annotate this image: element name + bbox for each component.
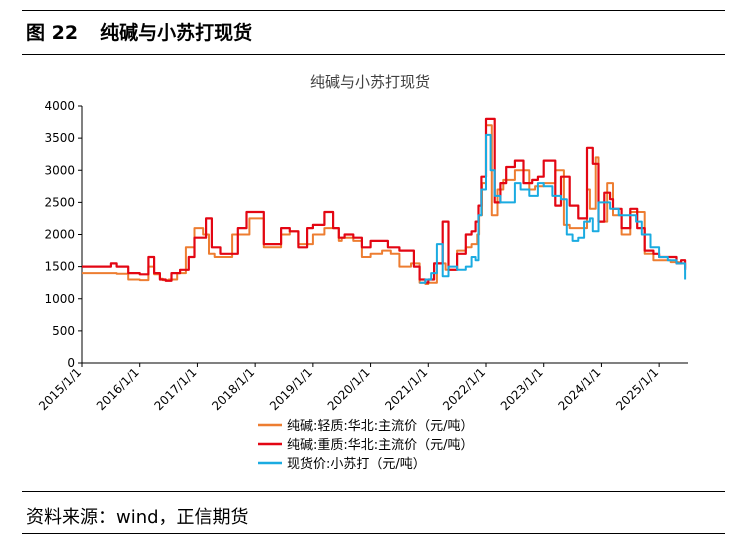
- series-line-1: [82, 124, 687, 285]
- chart-legend: 纯碱:轻质:华北:主流价（元/吨） 纯碱:重质:华北:主流价（元/吨） 现货价:小苏…: [258, 419, 474, 472]
- series-line-3: [419, 133, 687, 284]
- figure-header: 图 22 纯碱与小苏打现货: [26, 18, 252, 45]
- x-tick-label: 2025/1/1: [613, 365, 661, 413]
- figure-number: 图 22: [26, 22, 79, 44]
- figure-title: 纯碱与小苏打现货: [100, 22, 253, 44]
- y-tick-label: 2500: [44, 195, 75, 209]
- y-tick-label: 3500: [44, 131, 75, 145]
- y-tick-label: 1500: [44, 260, 75, 274]
- y-tick-label: 0: [67, 356, 75, 370]
- x-tick-label: 2021/1/1: [382, 365, 430, 413]
- series-line-2: [82, 117, 687, 284]
- x-tick-label: 2020/1/1: [325, 365, 373, 413]
- source-note: 资料来源：wind，正信期货: [26, 507, 249, 528]
- x-tick-label: 2022/1/1: [440, 365, 488, 413]
- x-tick-label: 2016/1/1: [94, 365, 142, 413]
- x-tick-label: 2017/1/1: [152, 365, 200, 413]
- header-bottom-rule: [22, 54, 725, 55]
- series-lines: [82, 117, 687, 285]
- y-tick-label: 2000: [44, 228, 75, 242]
- chart-title: 纯碱与小苏打现货: [310, 73, 430, 91]
- y-tick-label: 4000: [44, 99, 75, 113]
- footer-bottom-rule: [22, 533, 725, 534]
- x-tick-label: 2024/1/1: [556, 365, 604, 413]
- footer-top-rule: [22, 491, 725, 492]
- x-tick-label: 2015/1/1: [36, 365, 84, 413]
- x-tick-label: 2018/1/1: [209, 365, 257, 413]
- legend-label-2: 纯碱:重质:华北:主流价（元/吨）: [287, 437, 474, 453]
- x-tick-label: 2019/1/1: [267, 365, 315, 413]
- y-tick-label: 500: [52, 324, 75, 338]
- legend-label-3: 现货价:小苏打（元/吨）: [287, 456, 426, 472]
- x-tick-label: 2023/1/1: [498, 365, 546, 413]
- legend-label-1: 纯碱:轻质:华北:主流价（元/吨）: [287, 419, 474, 434]
- y-tick-label: 3000: [44, 163, 75, 177]
- header-top-rule: [22, 10, 725, 11]
- y-tick-label: 1000: [44, 292, 75, 306]
